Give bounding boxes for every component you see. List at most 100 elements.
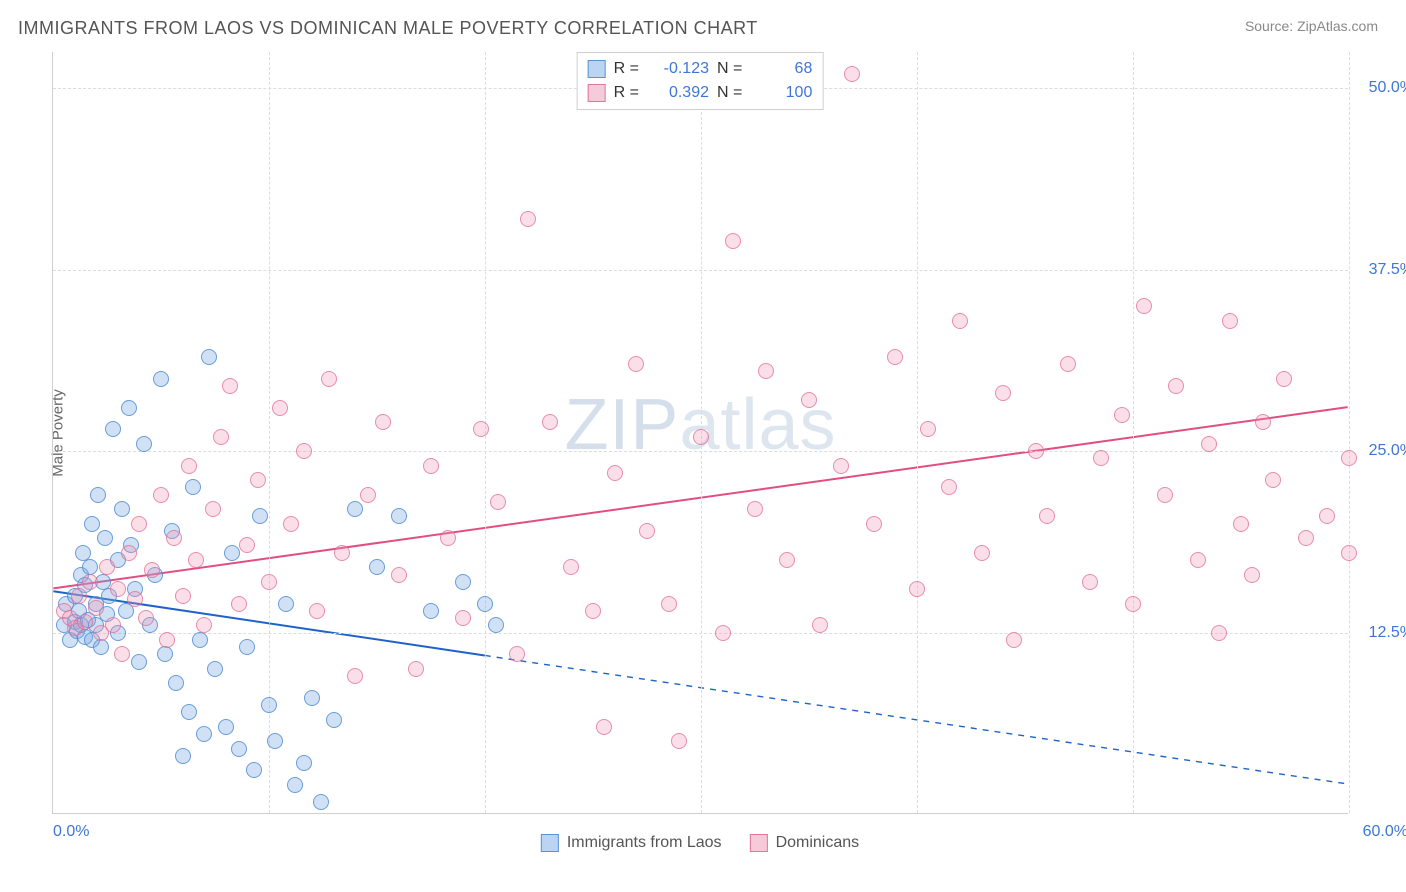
data-point xyxy=(334,545,350,561)
data-point xyxy=(304,690,320,706)
swatch-dominicans-icon xyxy=(588,84,606,102)
data-point xyxy=(222,378,238,394)
data-point xyxy=(138,610,154,626)
data-point xyxy=(1319,508,1335,524)
data-point xyxy=(231,596,247,612)
data-point xyxy=(844,66,860,82)
data-point xyxy=(131,516,147,532)
r-value-laos: -0.123 xyxy=(647,57,709,81)
y-tick-label: 25.0% xyxy=(1369,442,1406,460)
data-point xyxy=(801,392,817,408)
data-point xyxy=(1028,443,1044,459)
data-point xyxy=(196,726,212,742)
data-point xyxy=(758,363,774,379)
data-point xyxy=(296,755,312,771)
data-point xyxy=(1125,596,1141,612)
data-point xyxy=(488,617,504,633)
gridline-vertical xyxy=(1349,52,1350,813)
data-point xyxy=(725,233,741,249)
data-point xyxy=(105,617,121,633)
data-point xyxy=(267,733,283,749)
data-point xyxy=(1276,371,1292,387)
data-point xyxy=(77,614,93,630)
scatter-chart: Male Poverty ZIPatlas 12.5%25.0%37.5%50.… xyxy=(52,52,1348,814)
data-point xyxy=(201,349,217,365)
data-point xyxy=(833,458,849,474)
data-point xyxy=(408,661,424,677)
legend-item-laos: Immigrants from Laos xyxy=(541,834,722,852)
data-point xyxy=(261,697,277,713)
r-label: R = xyxy=(614,81,639,105)
data-point xyxy=(287,777,303,793)
data-point xyxy=(196,617,212,633)
data-point xyxy=(1060,356,1076,372)
data-point xyxy=(473,421,489,437)
y-tick-label: 50.0% xyxy=(1369,79,1406,97)
data-point xyxy=(477,596,493,612)
data-point xyxy=(490,494,506,510)
r-label: R = xyxy=(614,57,639,81)
data-point xyxy=(313,794,329,810)
data-point xyxy=(250,472,266,488)
data-point xyxy=(1222,313,1238,329)
data-point xyxy=(88,600,104,616)
data-point xyxy=(213,429,229,445)
n-label: N = xyxy=(717,81,742,105)
data-point xyxy=(1136,298,1152,314)
swatch-laos-icon xyxy=(541,834,559,852)
data-point xyxy=(283,516,299,532)
data-point xyxy=(1093,450,1109,466)
data-point xyxy=(866,516,882,532)
data-point xyxy=(779,552,795,568)
data-point xyxy=(121,545,137,561)
chart-title: IMMIGRANTS FROM LAOS VS DOMINICAN MALE P… xyxy=(18,18,758,39)
data-point xyxy=(105,421,121,437)
plot-area: ZIPatlas 12.5%25.0%37.5%50.0%0.0%60.0% xyxy=(52,52,1348,814)
x-tick-label-min: 0.0% xyxy=(53,823,89,841)
data-point xyxy=(136,436,152,452)
data-point xyxy=(628,356,644,372)
data-point xyxy=(1298,530,1314,546)
data-point xyxy=(509,646,525,662)
n-value-laos: 68 xyxy=(750,57,812,81)
data-point xyxy=(188,552,204,568)
data-point xyxy=(97,530,113,546)
data-point xyxy=(1168,378,1184,394)
data-point xyxy=(1006,632,1022,648)
data-point xyxy=(1039,508,1055,524)
data-point xyxy=(231,741,247,757)
series-legend: Immigrants from Laos Dominicans xyxy=(541,834,859,852)
data-point xyxy=(110,581,126,597)
data-point xyxy=(1341,450,1357,466)
data-point xyxy=(1233,516,1249,532)
data-point xyxy=(920,421,936,437)
data-point xyxy=(542,414,558,430)
data-point xyxy=(369,559,385,575)
data-point xyxy=(272,400,288,416)
data-point xyxy=(159,632,175,648)
data-point xyxy=(391,567,407,583)
data-point xyxy=(278,596,294,612)
data-point xyxy=(661,596,677,612)
data-point xyxy=(175,748,191,764)
legend-label-dominicans: Dominicans xyxy=(776,834,860,852)
data-point xyxy=(812,617,828,633)
data-point xyxy=(239,537,255,553)
data-point xyxy=(192,632,208,648)
data-point xyxy=(157,646,173,662)
data-point xyxy=(375,414,391,430)
data-point xyxy=(974,545,990,561)
data-point xyxy=(887,349,903,365)
data-point xyxy=(440,530,456,546)
data-point xyxy=(84,516,100,532)
data-point xyxy=(252,508,268,524)
data-point xyxy=(93,639,109,655)
data-point xyxy=(309,603,325,619)
data-point xyxy=(693,429,709,445)
correlation-row-laos: R = -0.123 N = 68 xyxy=(588,57,813,81)
data-point xyxy=(1190,552,1206,568)
data-point xyxy=(246,762,262,778)
data-point xyxy=(360,487,376,503)
data-point xyxy=(520,211,536,227)
data-point xyxy=(455,610,471,626)
